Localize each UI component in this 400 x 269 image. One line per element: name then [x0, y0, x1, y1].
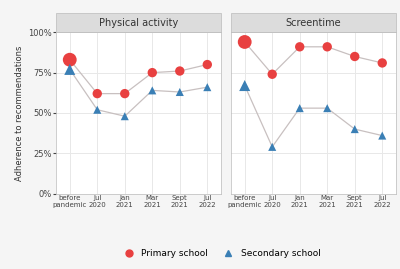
- Y-axis label: Adherence to recommendations: Adherence to recommendations: [15, 45, 24, 181]
- Point: [94, 108, 100, 112]
- Text: Screentime: Screentime: [286, 18, 341, 28]
- Point: [296, 45, 303, 49]
- Point: [149, 88, 156, 93]
- Point: [379, 61, 386, 65]
- Point: [66, 67, 73, 72]
- Point: [204, 85, 210, 89]
- Point: [122, 114, 128, 118]
- Point: [269, 145, 276, 149]
- Point: [176, 69, 183, 73]
- Point: [379, 133, 386, 138]
- Text: Physical activity: Physical activity: [99, 18, 178, 28]
- Point: [94, 91, 100, 96]
- Point: [204, 62, 210, 67]
- Point: [242, 83, 248, 88]
- Point: [66, 58, 73, 62]
- Point: [242, 40, 248, 44]
- Point: [149, 70, 156, 75]
- Point: [176, 90, 183, 94]
- Point: [269, 72, 276, 76]
- Point: [122, 91, 128, 96]
- Point: [324, 45, 330, 49]
- Point: [352, 54, 358, 59]
- Point: [324, 106, 330, 110]
- Legend: Primary school, Secondary school: Primary school, Secondary school: [116, 246, 324, 262]
- Point: [296, 106, 303, 110]
- Point: [352, 127, 358, 131]
